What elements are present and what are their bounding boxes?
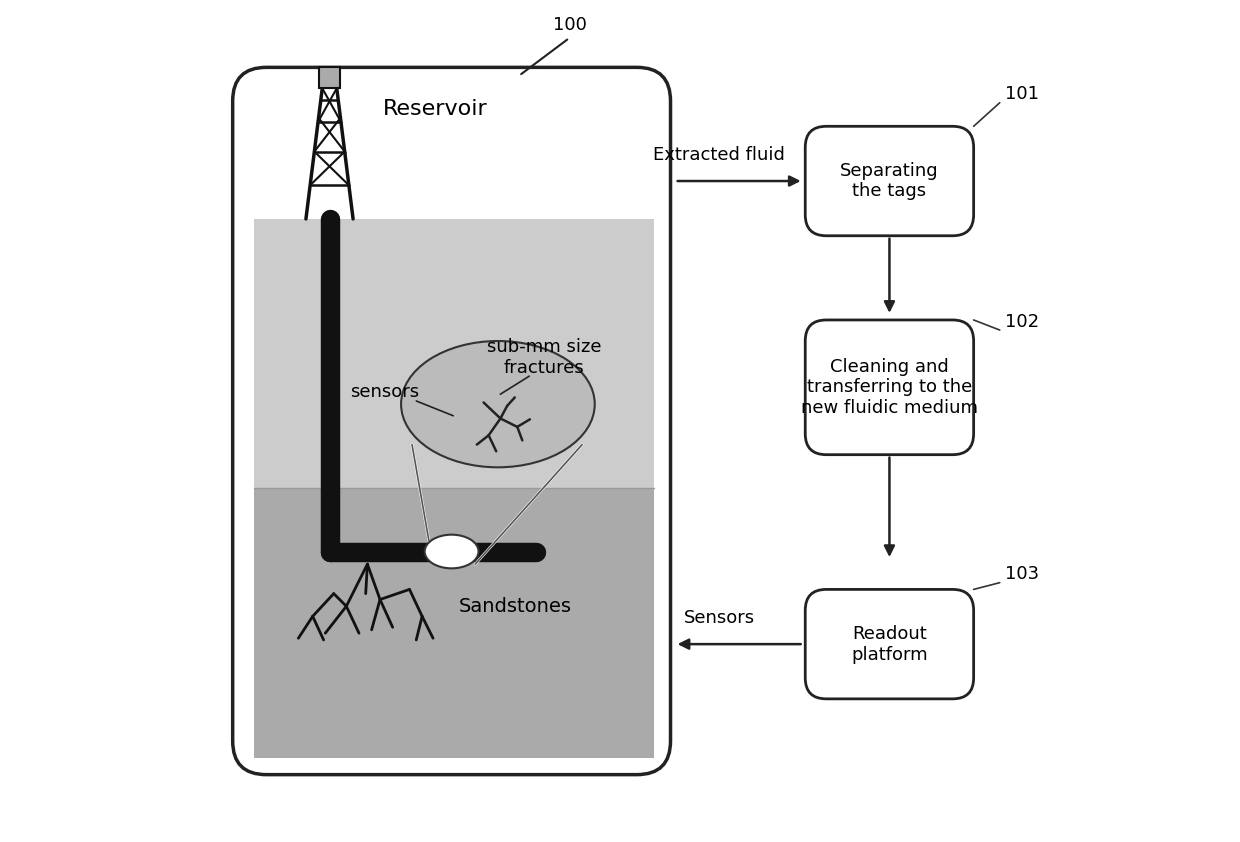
Text: sub-mm size
fractures: sub-mm size fractures bbox=[487, 338, 601, 377]
Text: 103: 103 bbox=[1004, 565, 1039, 584]
FancyBboxPatch shape bbox=[233, 67, 671, 775]
Bar bbox=[254, 219, 653, 488]
Text: Extracted fluid: Extracted fluid bbox=[653, 147, 785, 164]
Text: Sandstones: Sandstones bbox=[459, 597, 572, 616]
Text: Sensors: Sensors bbox=[683, 610, 755, 627]
Text: 101: 101 bbox=[1004, 85, 1039, 104]
Text: sensors: sensors bbox=[350, 382, 419, 401]
FancyBboxPatch shape bbox=[805, 126, 973, 236]
Text: 100: 100 bbox=[553, 16, 587, 35]
Bar bbox=[319, 67, 341, 88]
Text: Separating
the tags: Separating the tags bbox=[841, 162, 939, 200]
Text: Cleaning and
transferring to the
new fluidic medium: Cleaning and transferring to the new flu… bbox=[801, 358, 978, 417]
Ellipse shape bbox=[401, 341, 595, 467]
Ellipse shape bbox=[424, 535, 479, 568]
Bar bbox=[254, 488, 653, 758]
FancyBboxPatch shape bbox=[805, 320, 973, 455]
Text: Readout
platform: Readout platform bbox=[851, 625, 928, 663]
Text: Reservoir: Reservoir bbox=[382, 99, 487, 120]
Text: 102: 102 bbox=[1004, 312, 1039, 331]
FancyBboxPatch shape bbox=[805, 589, 973, 699]
